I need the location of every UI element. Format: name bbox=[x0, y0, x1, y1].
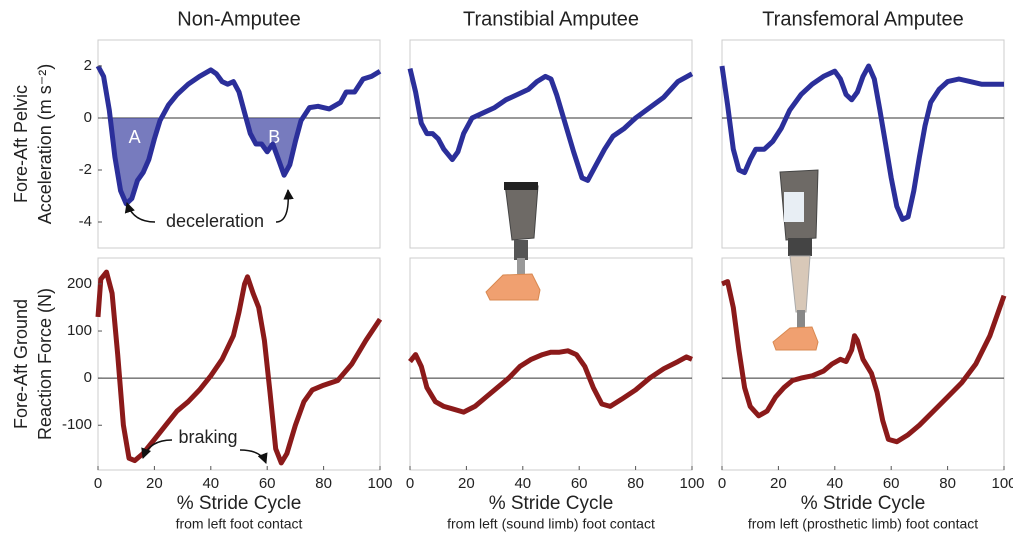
x-tick-label: 60 bbox=[883, 475, 900, 492]
x-tick-label: 80 bbox=[315, 475, 332, 492]
x-axis-label: % Stride Cycle bbox=[801, 493, 926, 514]
annotation-arrow bbox=[275, 188, 294, 223]
annotation-arrow bbox=[239, 449, 268, 464]
x-tick-label: 20 bbox=[458, 475, 475, 492]
y-tick-label: -2 bbox=[79, 161, 92, 178]
x-tick-label: 20 bbox=[146, 475, 163, 492]
transfemoral-prosthesis-image bbox=[772, 169, 819, 351]
plot-frame bbox=[97, 257, 381, 471]
data-line bbox=[721, 279, 1007, 445]
y-tick-label: 0 bbox=[84, 109, 92, 126]
region-label: B bbox=[268, 127, 280, 147]
x-tick-label: 40 bbox=[514, 475, 531, 492]
x-tick-label: 80 bbox=[939, 475, 956, 492]
y-tick-label: 100 bbox=[67, 322, 92, 339]
data-line bbox=[408, 348, 693, 415]
x-axis-note: from left (prosthetic limb) foot contact bbox=[748, 516, 978, 532]
data-line bbox=[719, 63, 1004, 222]
x-tick-label: 0 bbox=[406, 475, 414, 492]
x-tick-label: 0 bbox=[94, 475, 102, 492]
x-tick-label: 20 bbox=[770, 475, 787, 492]
x-tick-label: 100 bbox=[679, 475, 704, 492]
x-axis-label: % Stride Cycle bbox=[489, 493, 614, 514]
plot-frame bbox=[721, 39, 1005, 249]
plot-frame bbox=[721, 257, 1005, 471]
x-tick-label: 80 bbox=[627, 475, 644, 492]
transtibial-prosthesis-image bbox=[485, 182, 541, 301]
x-tick-label: 0 bbox=[718, 475, 726, 492]
plot-frame bbox=[97, 39, 381, 249]
x-tick-label: 40 bbox=[826, 475, 843, 492]
plot-frame bbox=[409, 39, 693, 249]
x-tick-label: 60 bbox=[259, 475, 276, 492]
y-tick-label: -100 bbox=[62, 416, 92, 433]
annotation: deceleration bbox=[166, 211, 264, 231]
y-axis-label: Reaction Force (N) bbox=[35, 288, 55, 440]
y-axis-label: Fore-Aft Pelvic bbox=[11, 85, 31, 203]
annotation-arrow bbox=[141, 439, 173, 459]
region-label: A bbox=[129, 127, 141, 147]
data-line bbox=[95, 269, 383, 466]
y-tick-label: -4 bbox=[79, 213, 92, 230]
x-axis-label: % Stride Cycle bbox=[177, 493, 302, 514]
x-tick-label: 60 bbox=[571, 475, 588, 492]
y-axis-label: Acceleration (m s⁻²) bbox=[35, 64, 55, 225]
annotation: braking bbox=[178, 427, 237, 447]
annotation-arrow bbox=[124, 201, 156, 223]
data-line bbox=[95, 64, 382, 207]
panel-title: Transfemoral Amputee bbox=[762, 8, 964, 30]
y-tick-label: 0 bbox=[84, 369, 92, 386]
x-axis-note: from left foot contact bbox=[176, 516, 303, 532]
plot-frame bbox=[409, 257, 693, 471]
x-axis-note: from left (sound limb) foot contact bbox=[447, 516, 655, 532]
shaded-region bbox=[109, 118, 161, 204]
x-tick-label: 100 bbox=[991, 475, 1013, 492]
x-tick-label: 40 bbox=[202, 475, 219, 492]
panel-title: Non-Amputee bbox=[177, 8, 300, 30]
panel-title: Transtibial Amputee bbox=[463, 8, 639, 30]
x-tick-label: 100 bbox=[367, 475, 392, 492]
y-tick-label: 200 bbox=[67, 275, 92, 292]
y-axis-label: Fore-Aft Ground bbox=[11, 299, 31, 429]
data-line bbox=[407, 68, 694, 183]
y-tick-label: 2 bbox=[84, 57, 92, 74]
